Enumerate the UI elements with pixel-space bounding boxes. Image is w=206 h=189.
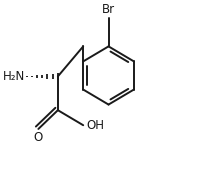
Text: OH: OH [86, 119, 104, 132]
Text: Br: Br [102, 3, 115, 16]
Text: O: O [34, 131, 43, 144]
Text: H₂N: H₂N [2, 70, 25, 83]
